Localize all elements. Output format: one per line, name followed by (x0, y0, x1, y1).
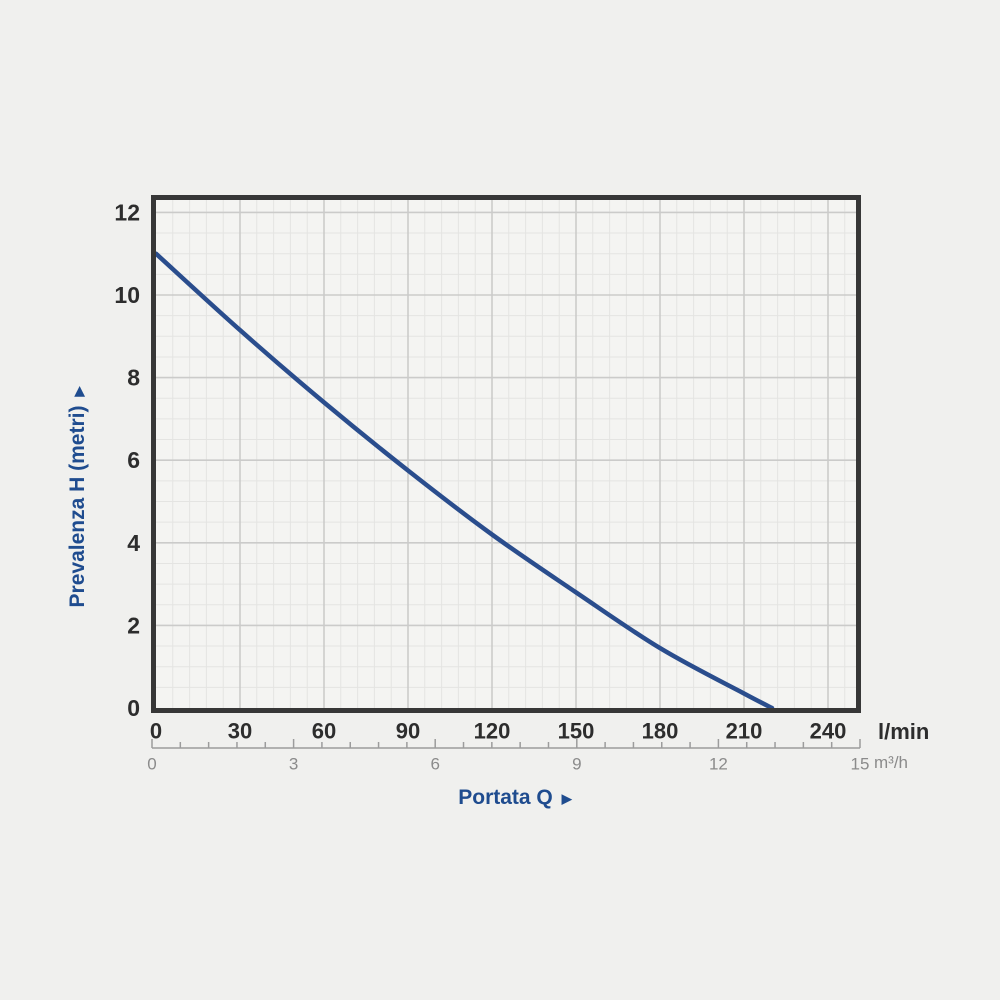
y-tick-label: 6 (127, 447, 140, 473)
y-tick-label: 0 (127, 695, 140, 721)
y-tick-label: 4 (127, 530, 140, 556)
y-tick-label: 10 (114, 282, 140, 308)
secondary-tick-label: 6 (430, 755, 439, 774)
x-tick-label: 210 (726, 719, 763, 744)
up-arrow-icon: ▶ (70, 386, 86, 397)
x-tick-label: 60 (312, 719, 336, 744)
plot-background (152, 196, 860, 712)
secondary-tick-label: 15 (851, 755, 870, 774)
x-tick-label: 180 (642, 719, 679, 744)
y-axis-title-label: Prevalenza H (metri) (66, 405, 89, 608)
y-tick-label: 12 (114, 199, 140, 225)
secondary-unit-label: m³/h (874, 753, 908, 772)
x-axis-title-label: Portata Q (458, 786, 553, 809)
secondary-tick-label: 12 (709, 755, 728, 774)
x-tick-label: 120 (474, 719, 511, 744)
secondary-tick-label: 9 (572, 755, 581, 774)
y-tick-label: 8 (127, 365, 140, 391)
secondary-tick-label: 0 (147, 755, 156, 774)
x-tick-label: 90 (396, 719, 420, 744)
x-tick-label: 0 (150, 719, 162, 744)
x-tick-label: 240 (810, 719, 847, 744)
right-arrow-icon: ▶ (561, 790, 572, 806)
x-tick-label: 30 (228, 719, 252, 744)
pump-head-curve (153, 251, 775, 711)
primary-unit-label: l/min (878, 719, 930, 744)
x-axis-title: Portata Q ▶ (365, 783, 665, 813)
secondary-tick-label: 3 (289, 755, 298, 774)
y-tick-label: 2 (127, 612, 140, 638)
y-axis-title: Prevalenza H (metri) ▶ (63, 347, 93, 647)
plot-border (151, 195, 861, 713)
x-tick-label: 150 (558, 719, 595, 744)
